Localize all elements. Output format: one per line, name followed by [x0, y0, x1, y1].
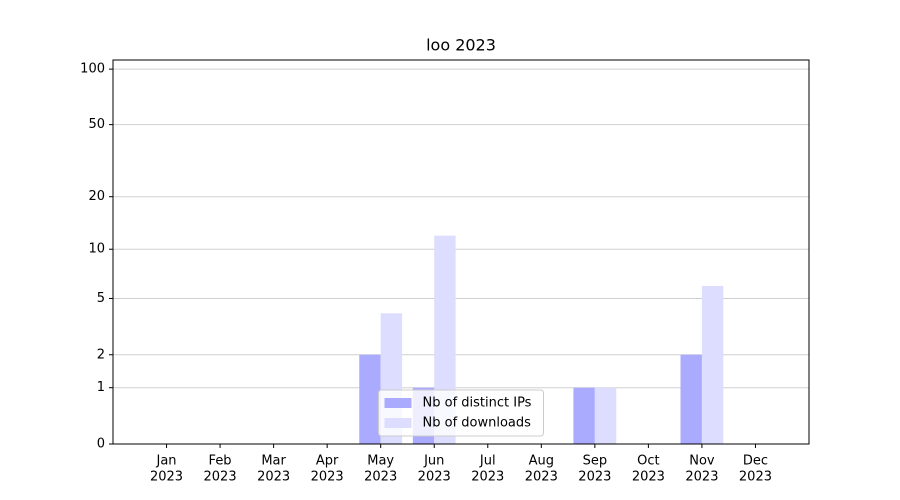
- bar: [573, 387, 595, 444]
- y-tick-label: 100: [80, 62, 105, 77]
- y-tick-label: 1: [97, 380, 105, 395]
- x-tick-label: May: [367, 454, 394, 469]
- y-tick-label: 5: [97, 291, 105, 306]
- legend-swatch: [384, 418, 412, 428]
- x-tick-label: Dec: [743, 454, 768, 469]
- legend-swatch: [384, 398, 412, 408]
- x-tick-label: Apr: [316, 454, 339, 469]
- x-tick-label: 2023: [471, 470, 504, 485]
- bar: [680, 354, 702, 444]
- y-tick-label: 50: [88, 117, 105, 132]
- legend-label: Nb of distinct IPs: [423, 396, 532, 411]
- plot-frame: [112, 59, 810, 445]
- x-tick-label: 2023: [257, 470, 290, 485]
- x-tick-label: Aug: [529, 454, 554, 469]
- y-tick-label: 2: [97, 347, 105, 362]
- bar: [359, 354, 381, 444]
- bar: [701, 285, 724, 444]
- x-tick-label: 2023: [418, 470, 451, 485]
- legend: Nb of distinct IPs Nb of downloads: [378, 389, 544, 437]
- legend-label: Nb of downloads: [423, 416, 532, 431]
- x-tick-label: 2023: [739, 470, 772, 485]
- x-tick-label: Jun: [423, 454, 444, 469]
- y-tick-label: 0: [97, 437, 105, 452]
- x-tick-label: 2023: [311, 470, 344, 485]
- x-tick-label: 2023: [204, 470, 237, 485]
- x-tick-label: 2023: [578, 470, 611, 485]
- y-tick-label: 10: [88, 242, 105, 257]
- bar: [594, 387, 617, 444]
- x-tick-label: 2023: [525, 470, 558, 485]
- x-tick-label: 2023: [632, 470, 665, 485]
- y-tick-label: 20: [88, 189, 105, 204]
- x-tick-label: Jan: [156, 454, 177, 469]
- chart-title: loo 2023: [426, 36, 496, 55]
- x-tick-label: 2023: [150, 470, 183, 485]
- legend-box: [378, 389, 544, 437]
- x-tick-label: 2023: [364, 470, 397, 485]
- x-tick-label: Feb: [209, 454, 232, 469]
- x-tick-label: 2023: [685, 470, 718, 485]
- x-tick-label: Jul: [479, 454, 496, 469]
- x-tick-label: Mar: [261, 454, 286, 469]
- x-tick-label: Oct: [637, 454, 659, 469]
- x-tick-label: Sep: [583, 454, 608, 469]
- x-tick-label: Nov: [689, 454, 715, 469]
- grid: [113, 68, 809, 445]
